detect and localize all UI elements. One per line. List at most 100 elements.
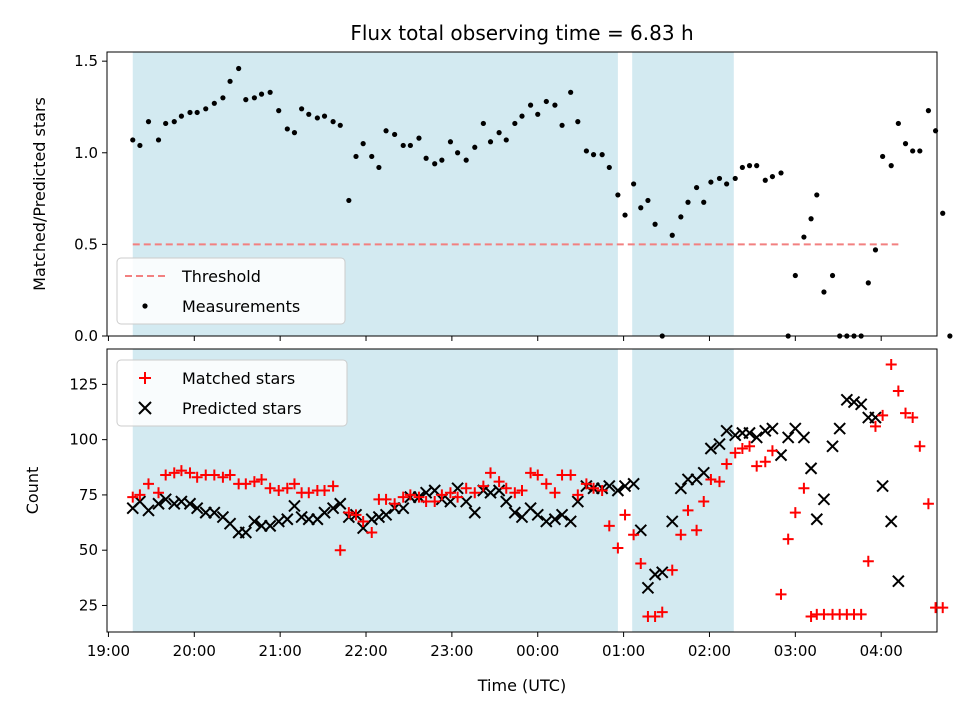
measurement-point xyxy=(685,199,691,205)
legend-threshold-label: Threshold xyxy=(181,267,261,286)
matched-star-point xyxy=(922,498,934,510)
measurement-point xyxy=(872,247,879,253)
legend-bottom: Matched stars Predicted stars xyxy=(116,359,348,427)
measurement-point xyxy=(211,100,217,106)
legend-predicted-swatch xyxy=(138,401,152,415)
matched-star-point xyxy=(713,476,725,488)
predicted-star-point xyxy=(295,510,308,524)
predicted-star-point xyxy=(847,395,861,409)
matched-star-point xyxy=(397,491,409,503)
matched-star-point xyxy=(565,469,577,481)
predicted-star-point xyxy=(884,515,898,528)
predicted-star-point xyxy=(666,515,679,528)
matched-star-point xyxy=(208,469,220,481)
matched-star-point xyxy=(404,489,416,501)
matched-star-point xyxy=(937,602,949,614)
y-tick-label: 125 xyxy=(69,375,98,393)
predicted-star-point xyxy=(674,482,688,495)
matched-star-point xyxy=(619,509,631,521)
measurement-point xyxy=(472,144,478,150)
measurement-point xyxy=(267,89,273,95)
bottom-panel: 19:00 20:00 21:00 22:00 23:00 00:00 01:00 02:00… xyxy=(23,348,949,660)
measurement-point xyxy=(638,205,644,211)
measurement-point xyxy=(306,111,312,117)
x-tick-label: 20:00 xyxy=(173,642,216,660)
legend-matched-label: Matched stars xyxy=(182,369,295,388)
measurement-point xyxy=(814,192,820,198)
measurement-point xyxy=(910,148,916,154)
predicted-star-point xyxy=(627,477,640,491)
measurement-point xyxy=(552,102,558,108)
measurement-point xyxy=(917,148,923,154)
matched-star-point xyxy=(444,487,456,499)
matched-star-point xyxy=(862,555,874,567)
predicted-star-point xyxy=(876,479,889,493)
matched-star-point xyxy=(900,407,912,419)
predicted-star-point xyxy=(854,398,868,411)
y-tick-label: 0.5 xyxy=(74,235,98,253)
matched-star-point xyxy=(698,496,710,508)
matched-star-point xyxy=(256,473,268,485)
measurement-point xyxy=(769,173,776,180)
predicted-star-point xyxy=(508,506,522,519)
matched-star-point xyxy=(751,460,763,472)
measurement-point xyxy=(178,113,185,119)
measurement-point xyxy=(416,135,422,141)
matched-star-point xyxy=(649,611,661,623)
predicted-star-point xyxy=(492,484,506,497)
measurement-point xyxy=(925,108,932,114)
matched-star-point xyxy=(775,588,787,600)
predicted-star-point xyxy=(263,519,277,533)
measurement-point xyxy=(145,119,152,125)
matched-star-point xyxy=(143,478,154,490)
predicted-star-point xyxy=(564,515,577,528)
predicted-star-point xyxy=(656,566,669,579)
predicted-star-point xyxy=(611,484,625,497)
measurement-point xyxy=(865,280,871,286)
measurement-point xyxy=(407,142,413,149)
measurement-point xyxy=(423,155,429,161)
predicted-star-point xyxy=(810,513,824,526)
matched-star-point xyxy=(319,485,331,496)
y-tick-label: 100 xyxy=(69,431,98,449)
measurement-point xyxy=(599,152,605,158)
measurement-point xyxy=(400,142,406,149)
matched-star-point xyxy=(580,478,592,490)
matched-star-point xyxy=(789,507,801,519)
measurement-point xyxy=(353,153,359,160)
matched-star-point xyxy=(612,542,624,554)
measurement-point xyxy=(276,108,282,114)
measurement-point xyxy=(455,150,461,156)
matched-star-point xyxy=(175,465,187,477)
legend-matched-swatch xyxy=(139,372,151,384)
matched-star-point xyxy=(805,611,817,623)
matched-star-point xyxy=(540,478,552,490)
measurement-point xyxy=(163,120,169,127)
matched-star-point xyxy=(264,482,276,494)
matched-star-point xyxy=(191,471,203,483)
matched-star-point xyxy=(248,476,260,488)
measurement-point xyxy=(383,128,389,134)
legend-box xyxy=(116,257,346,325)
matched-star-point xyxy=(892,385,904,397)
matched-star-point xyxy=(343,507,355,519)
measurement-point xyxy=(321,113,328,119)
predicted-star-point xyxy=(142,504,155,517)
matched-star-point xyxy=(452,491,464,503)
matched-star-point xyxy=(366,527,378,539)
measurement-point xyxy=(708,179,714,185)
matched-star-point xyxy=(572,489,584,501)
predicted-star-point xyxy=(334,497,347,510)
measurement-point xyxy=(376,164,382,171)
matched-star-point xyxy=(782,533,794,545)
predicted-star-point xyxy=(318,506,331,519)
measurement-point xyxy=(947,333,953,339)
matched-star-point xyxy=(691,524,703,536)
measurement-point xyxy=(701,199,707,205)
measurement-point xyxy=(622,212,628,218)
x-tick-label: 22:00 xyxy=(344,642,387,660)
predicted-star-point xyxy=(555,508,569,522)
measurement-point xyxy=(645,197,651,204)
x-tick-label: 03:00 xyxy=(774,642,817,660)
